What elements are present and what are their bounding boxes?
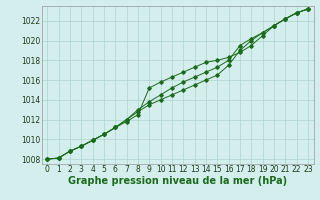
X-axis label: Graphe pression niveau de la mer (hPa): Graphe pression niveau de la mer (hPa) — [68, 176, 287, 186]
